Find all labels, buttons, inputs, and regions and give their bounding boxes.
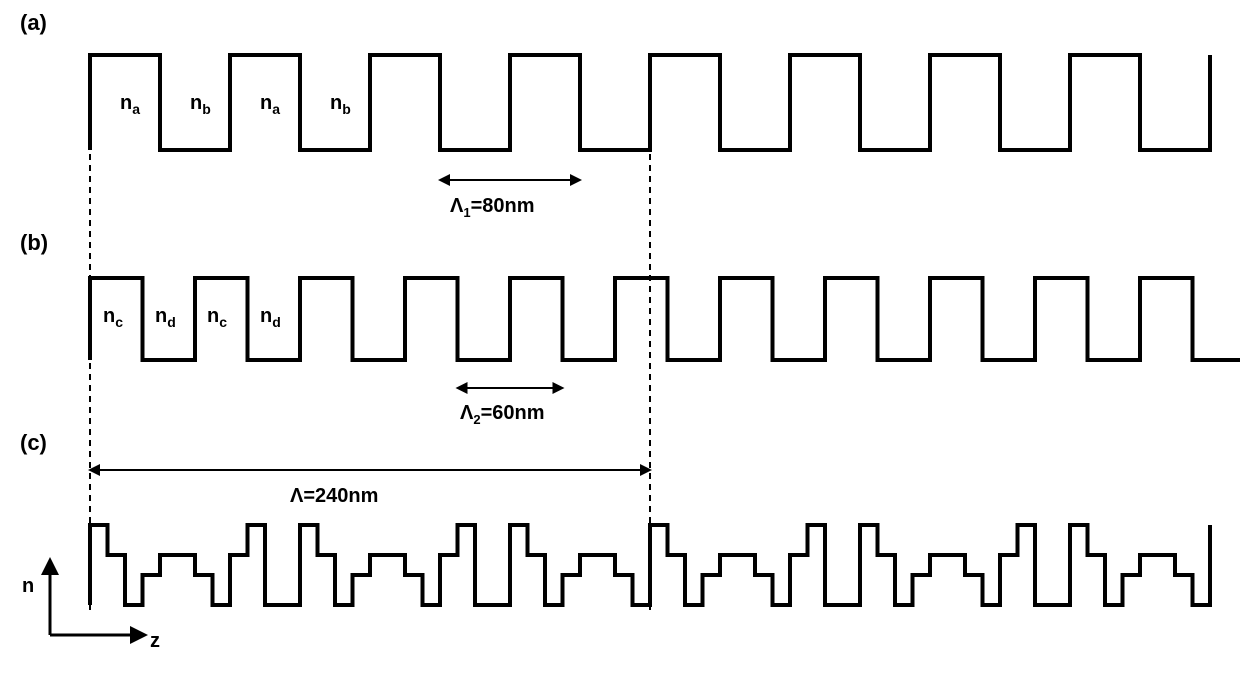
index-label-a-2: na [260,92,280,117]
axis-label-z: z [150,630,160,653]
period-label-a: Λ1=80nm [450,195,535,220]
panel-label-a: (a) [20,10,47,36]
index-label-a-0: na [120,92,140,117]
panel-label-c: (c) [20,430,47,456]
index-label-a-3: nb [330,92,351,117]
index-label-b-3: nd [260,305,281,330]
period-label-b: Λ2=60nm [460,402,545,427]
period-label-c: Λ=240nm [290,485,378,508]
index-label-b-2: nc [207,305,227,330]
axis-label-n: n [22,575,34,598]
index-label-b-0: nc [103,305,123,330]
index-label-b-1: nd [155,305,176,330]
index-label-a-1: nb [190,92,211,117]
panel-label-b: (b) [20,230,48,256]
